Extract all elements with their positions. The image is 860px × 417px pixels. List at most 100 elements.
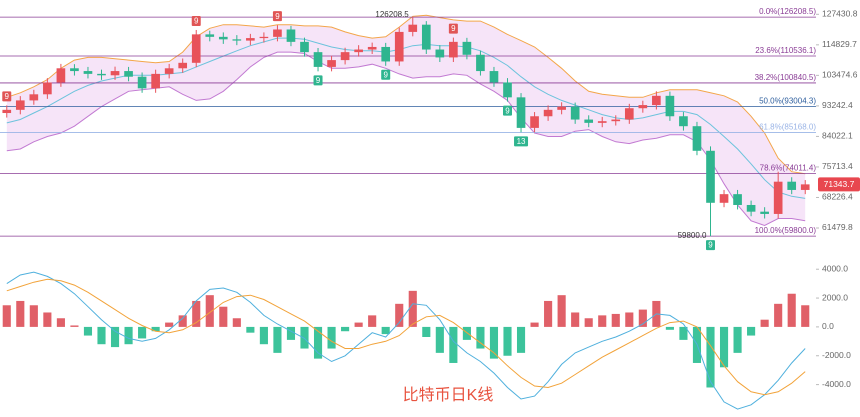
macd-bar [70,325,79,327]
macd-bar [760,319,769,327]
macd-bar [56,318,65,327]
fib-label: 23.6%(110536.1) [755,46,816,55]
signal-bottom: 9 [316,76,321,85]
y-tick-label: 4000.0 [822,263,848,273]
candle-body [787,181,797,190]
candle-body [733,194,742,205]
macd-bar [192,300,201,327]
candle-body [543,109,553,117]
signal-bottom-box [503,105,512,116]
macd-bar [395,303,404,327]
candle-body [340,52,350,61]
candle-body [205,34,215,37]
low-label: 59800.0 [678,231,707,240]
macd-bar [232,318,241,327]
signal-top: 9 [451,24,456,33]
macd-bar [476,326,485,349]
candle-body [719,194,729,203]
y-tick-label: 93242.4 [822,100,853,110]
macd-bar [286,326,296,340]
candle-body [557,106,566,110]
candle-body [638,105,648,109]
candle-body [70,68,79,72]
macd-bar [719,326,729,368]
y-tick-label: 127430.8 [822,9,858,19]
candle-body [43,82,52,95]
macd-bar [557,295,566,327]
macd-bar [530,322,539,327]
macd-bar [327,326,336,349]
signal-bottom-box [313,75,323,86]
signal-bottom-box [381,69,391,80]
candle-body [570,106,580,120]
macd-bar [462,326,471,340]
macd-bar [408,290,417,327]
macd-bar [43,312,52,327]
macd-bar [611,313,620,327]
candle-body [381,46,391,62]
candle-body [124,71,133,77]
candle-body [652,95,661,106]
candle-body [476,54,485,72]
macd-bar [273,326,282,353]
signal-top-box [448,23,458,34]
candle-body [218,36,228,40]
candle-body [300,41,309,53]
signal-top-box [191,15,201,26]
candle-body [597,121,607,123]
y-tick-label: 68226.4 [822,192,853,202]
candle-body [706,150,715,203]
candle-body [246,38,255,41]
candle-body [15,100,25,110]
candle-body [449,41,458,58]
macd-bar [138,326,147,339]
macd-bar [16,300,25,327]
candle-body [83,71,93,74]
macd-bar [110,326,120,348]
y-tick-label: 61479.8 [822,222,853,232]
candle-body [56,68,66,83]
candle-body [503,82,512,98]
candle-body [489,71,499,83]
macd-bar [368,315,377,327]
candle-body [313,52,323,67]
macd-bar [341,326,350,332]
candle-body [516,97,526,128]
candle-body [746,204,756,212]
macd-bar [449,326,458,363]
candle-body [151,73,160,89]
last-price-box [818,177,860,192]
y-tick-label: 103474.6 [822,70,858,80]
candle-body [354,49,363,53]
signal-top: 9 [275,12,280,21]
macd-bar [625,312,634,327]
macd-bar [83,326,93,336]
candle-body [178,62,188,69]
macd-bar [801,305,810,327]
macd-bar [584,318,593,327]
macd-bar [787,293,796,327]
macd-bar [489,326,499,359]
macd-bar [151,326,160,332]
candle-body [259,36,269,39]
y-tick-label: 84022.1 [822,131,853,141]
macd-bar [747,326,756,336]
candle-body [773,181,783,214]
macd-bar [205,295,214,327]
signal-top: 9 [5,92,10,101]
macd-bar [124,326,133,345]
macd-bar [598,315,607,327]
fib-label: 0.0%(126208.5) [759,7,816,16]
candle-body [800,184,810,190]
candle-body [408,24,418,32]
signal-bottom: 9 [383,70,388,79]
macd-bar [381,326,390,335]
high-label: 126208.5 [375,10,409,19]
bollinger-band [6,15,806,226]
fib-label: 38.2%(100840.5) [755,73,817,82]
candle-body [273,29,282,37]
candle-body [462,41,472,55]
candle-body [435,49,445,58]
candle-body [611,119,621,122]
macd-bar [300,326,309,349]
